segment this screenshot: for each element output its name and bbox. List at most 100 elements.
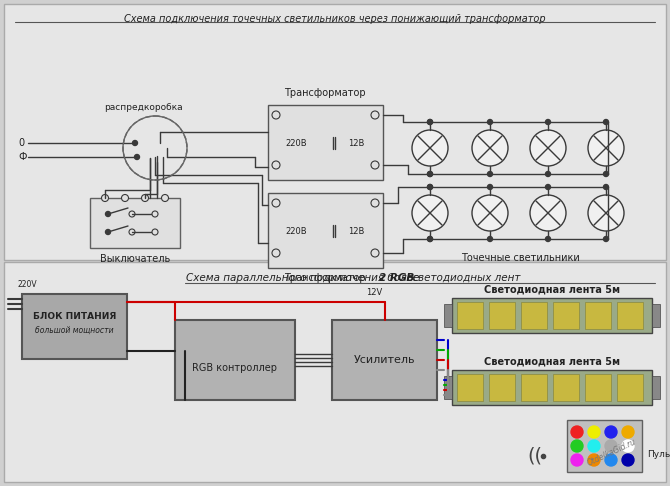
Circle shape <box>371 161 379 169</box>
Bar <box>457 302 483 329</box>
Bar <box>4 4 666 260</box>
Text: Светодиодная лента 5м: Светодиодная лента 5м <box>484 284 620 294</box>
Bar <box>22 294 127 359</box>
Circle shape <box>412 130 448 166</box>
Circle shape <box>571 454 583 466</box>
Circle shape <box>588 426 600 438</box>
Text: Схема параллельного подключения более: Схема параллельного подключения более <box>186 273 423 283</box>
Circle shape <box>105 229 111 235</box>
Circle shape <box>412 195 448 231</box>
Text: OtdelkaGid.ru: OtdelkaGid.ru <box>586 437 638 468</box>
Bar <box>489 374 515 401</box>
Text: Усилитель: Усилитель <box>354 355 415 365</box>
Circle shape <box>272 161 280 169</box>
Bar <box>567 420 642 472</box>
Circle shape <box>427 120 433 124</box>
Text: распредкоробка: распредкоробка <box>104 103 182 112</box>
Bar <box>617 374 643 401</box>
Circle shape <box>622 454 634 466</box>
Circle shape <box>133 140 137 145</box>
Circle shape <box>571 426 583 438</box>
Circle shape <box>371 111 379 119</box>
Bar <box>452 370 652 405</box>
Circle shape <box>488 120 492 124</box>
Text: 220В: 220В <box>285 139 307 147</box>
Circle shape <box>545 237 551 242</box>
Text: Пульт: Пульт <box>647 450 670 458</box>
Bar <box>553 374 579 401</box>
Circle shape <box>427 185 433 190</box>
Circle shape <box>121 194 129 202</box>
Bar <box>332 320 437 400</box>
Circle shape <box>588 454 600 466</box>
Text: 0: 0 <box>18 138 24 148</box>
Circle shape <box>472 130 508 166</box>
Circle shape <box>152 229 158 235</box>
Circle shape <box>530 195 566 231</box>
Circle shape <box>427 172 433 176</box>
Text: 12V: 12V <box>366 288 383 297</box>
Text: Выключатель: Выключатель <box>100 254 170 264</box>
Bar <box>652 304 660 327</box>
Circle shape <box>427 237 433 242</box>
Circle shape <box>605 426 617 438</box>
Text: БЛОК ПИТАНИЯ: БЛОК ПИТАНИЯ <box>33 312 116 320</box>
Text: 12В: 12В <box>348 226 364 236</box>
Bar <box>617 302 643 329</box>
Circle shape <box>604 185 608 190</box>
Circle shape <box>272 111 280 119</box>
Circle shape <box>605 440 617 452</box>
Circle shape <box>161 194 168 202</box>
Text: светодиодных лент: светодиодных лент <box>409 273 521 283</box>
Text: ((: (( <box>527 447 543 466</box>
Circle shape <box>129 211 135 217</box>
Text: Трансформатор: Трансформатор <box>284 273 366 283</box>
Text: 220V: 220V <box>18 280 38 289</box>
Circle shape <box>105 211 111 216</box>
Bar <box>268 105 383 180</box>
Circle shape <box>605 454 617 466</box>
Circle shape <box>545 120 551 124</box>
Circle shape <box>371 249 379 257</box>
Circle shape <box>272 249 280 257</box>
Bar <box>521 374 547 401</box>
Circle shape <box>545 172 551 176</box>
Circle shape <box>101 194 109 202</box>
Circle shape <box>129 229 135 235</box>
Text: RGB контроллер: RGB контроллер <box>192 363 277 373</box>
Text: Трансформатор: Трансформатор <box>284 88 366 98</box>
Circle shape <box>371 199 379 207</box>
Circle shape <box>152 211 158 217</box>
Circle shape <box>427 172 433 176</box>
Bar <box>4 262 666 482</box>
Circle shape <box>427 120 433 124</box>
Bar <box>444 304 452 327</box>
Circle shape <box>135 155 139 159</box>
Bar <box>585 374 611 401</box>
Bar <box>652 376 660 399</box>
Circle shape <box>622 426 634 438</box>
Text: 220В: 220В <box>285 226 307 236</box>
Circle shape <box>588 195 624 231</box>
Text: Точечные светильники: Точечные светильники <box>461 253 580 263</box>
Circle shape <box>530 130 566 166</box>
Text: Ф: Ф <box>18 152 27 162</box>
Text: Схема подключения точечных светильников через понижающий трансформатор: Схема подключения точечных светильников … <box>124 14 546 24</box>
Text: 2 RGB: 2 RGB <box>379 273 414 283</box>
Circle shape <box>604 120 608 124</box>
Bar <box>521 302 547 329</box>
Circle shape <box>427 237 433 242</box>
Bar <box>452 298 652 333</box>
Circle shape <box>604 237 608 242</box>
Circle shape <box>622 440 634 452</box>
Circle shape <box>472 195 508 231</box>
Bar <box>457 374 483 401</box>
Text: большой мощности: большой мощности <box>36 326 114 334</box>
Circle shape <box>427 185 433 190</box>
Bar <box>489 302 515 329</box>
Circle shape <box>571 440 583 452</box>
Bar <box>175 320 295 400</box>
Bar <box>585 302 611 329</box>
Bar <box>90 198 180 248</box>
Circle shape <box>588 440 600 452</box>
